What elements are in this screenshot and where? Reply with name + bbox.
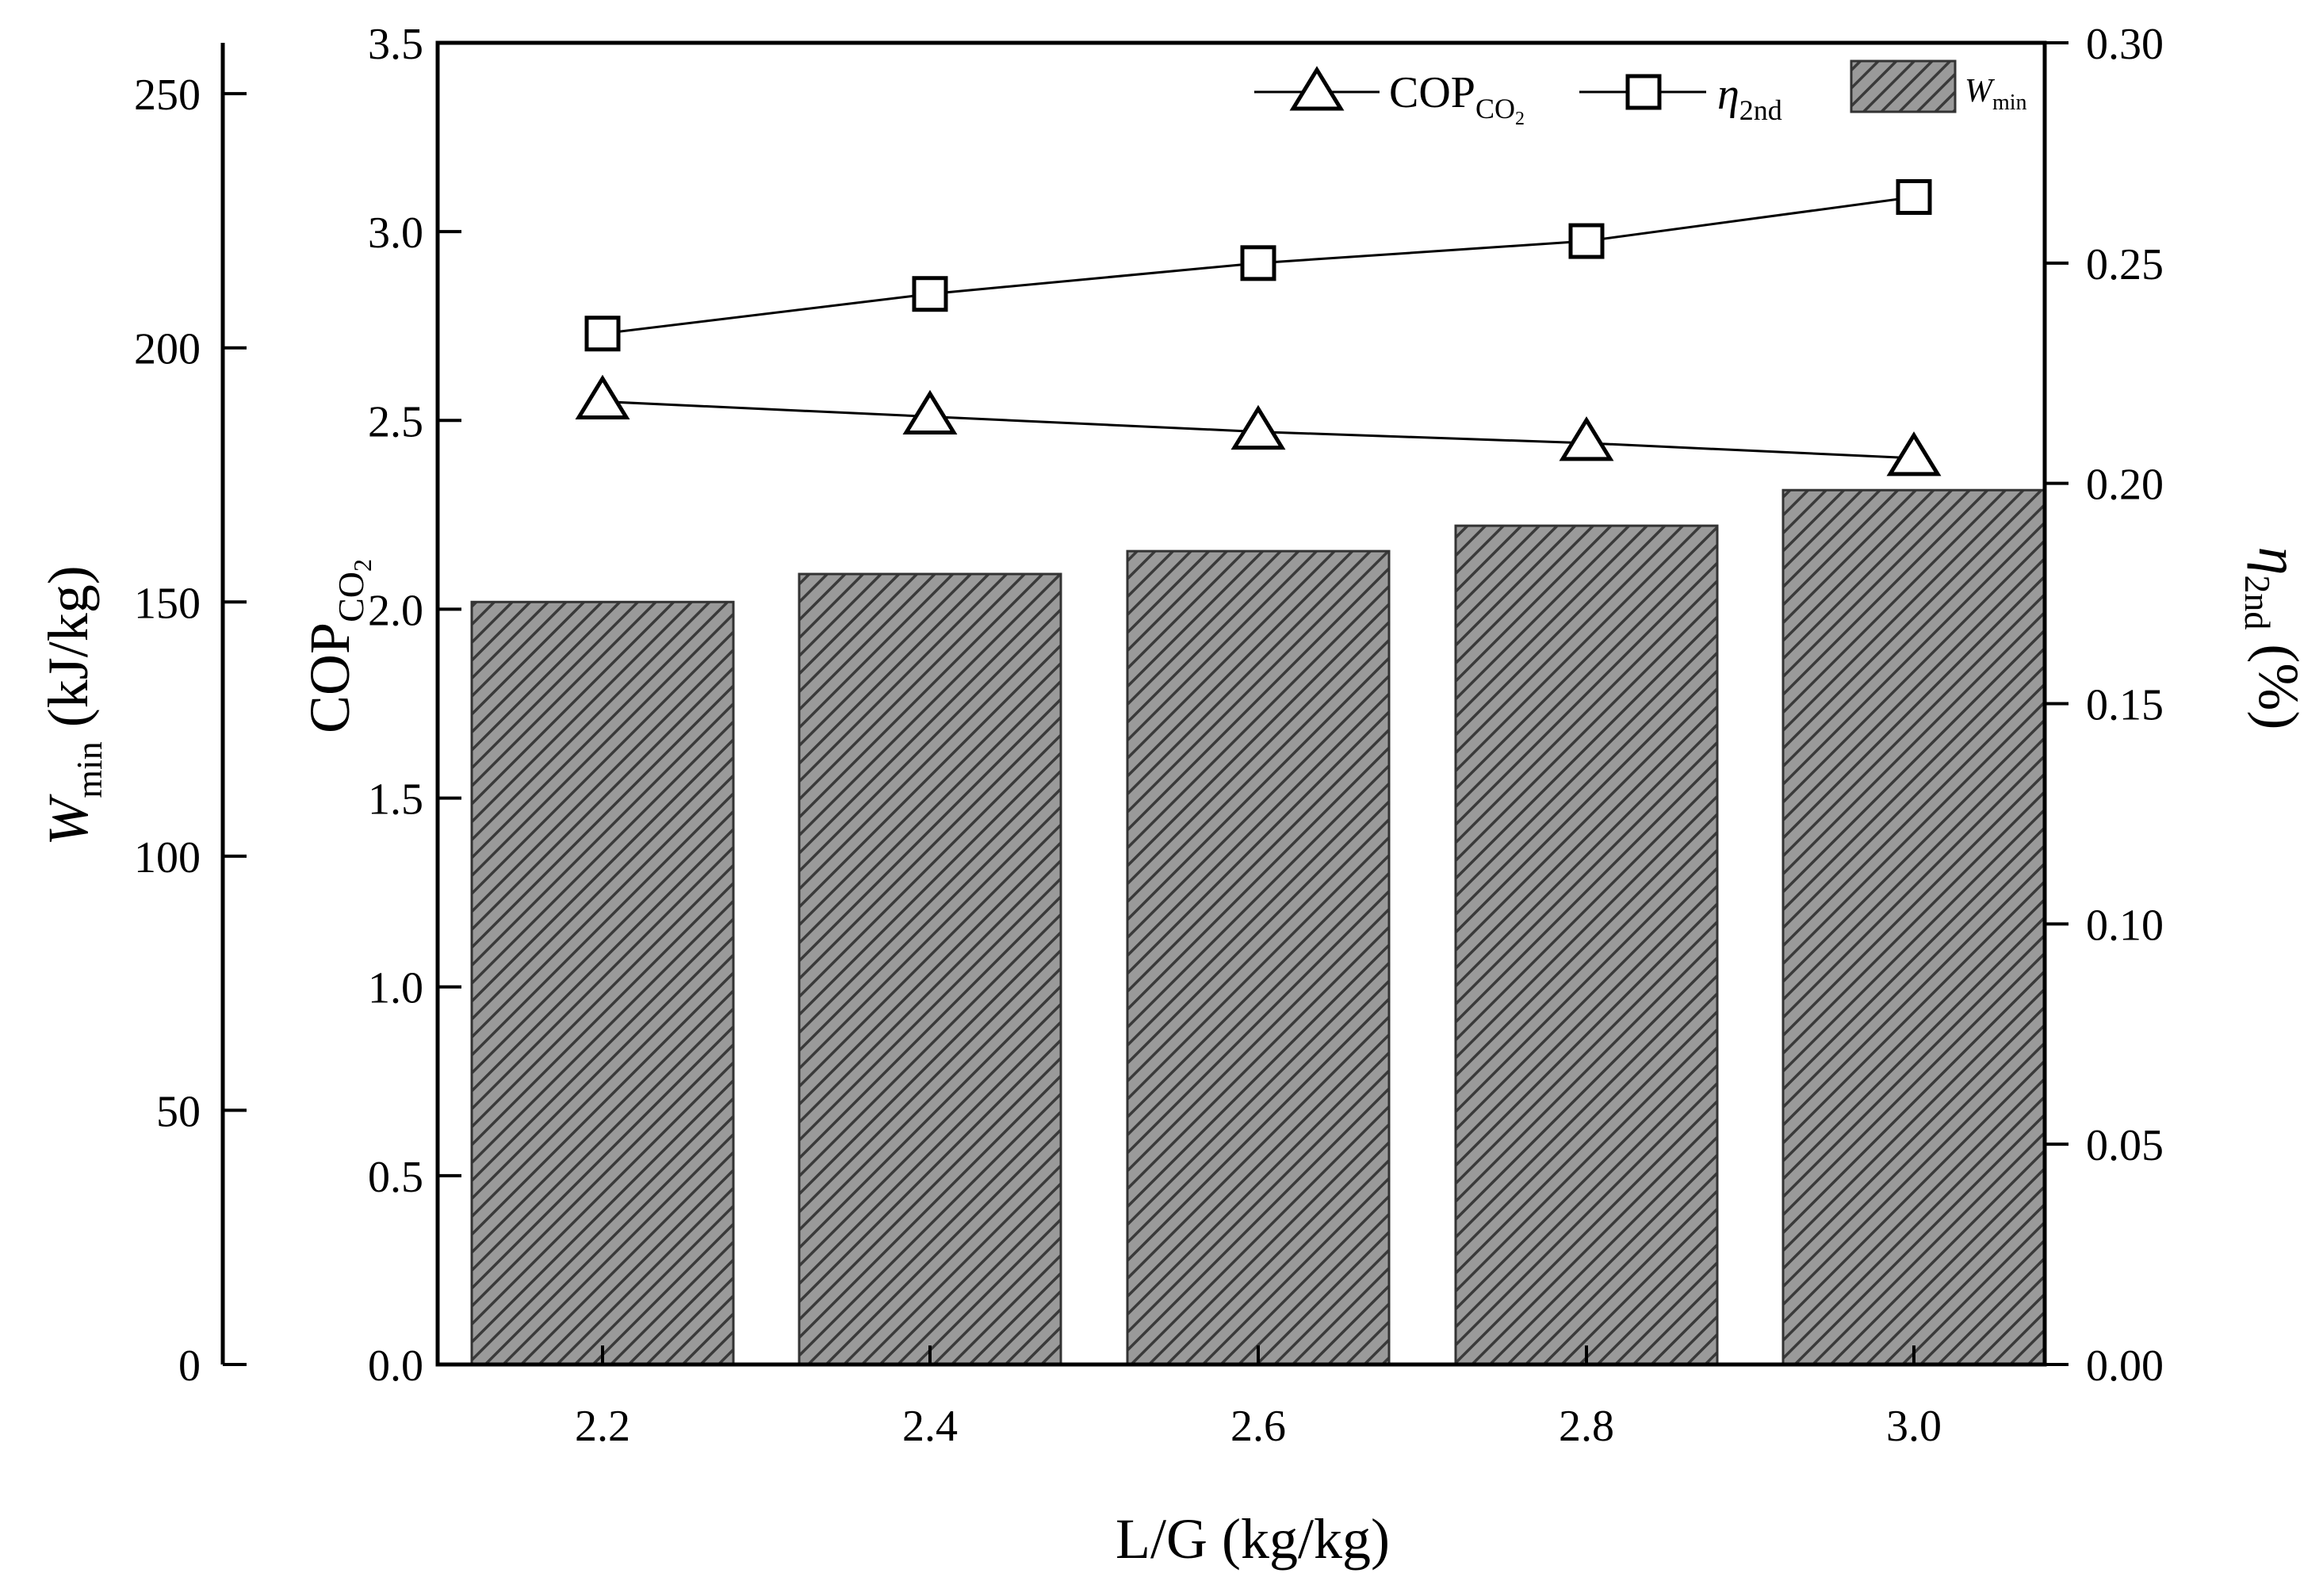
bar-wmin-2.2 — [470, 600, 735, 1366]
legend-wmin-subscript: min — [1992, 90, 2027, 115]
legend-swatch-wmin — [1850, 59, 1957, 113]
bar-wmin-2.8 — [1454, 524, 1719, 1366]
legend-label-wmin: Wmin — [1965, 73, 2027, 115]
cop-axis-label-sub2: 2 — [348, 559, 377, 572]
wmin-axis-label: Wmin (kJ/kg) — [36, 565, 109, 846]
point-cop-2.2 — [575, 374, 630, 419]
cop-axis-label-main: COP — [298, 622, 362, 733]
x-tick-label: 3.0 — [1886, 1402, 1942, 1451]
cop-tick-label: 2.0 — [368, 586, 423, 635]
x-tick-label: 2.2 — [575, 1402, 630, 1451]
x-tick-label: 2.8 — [1559, 1402, 1614, 1451]
cop-tick-label: 3.5 — [368, 20, 423, 69]
cop-tick-label: 1.0 — [368, 964, 423, 1013]
legend-eta-subscript: 2nd — [1739, 94, 1782, 126]
legend-cop-sub2: 2 — [1515, 109, 1525, 129]
wmin-axis-label-unit-space — [36, 727, 100, 741]
wmin-tick-label: 50 — [156, 1087, 201, 1136]
legend-eta-symbol: η — [1717, 70, 1739, 119]
eta-axis-label-subscript: 2nd — [2237, 575, 2278, 630]
legend-item-eta: η2nd — [1579, 70, 1782, 126]
line-series — [575, 178, 1942, 477]
wmin-tick-label: 100 — [134, 833, 201, 882]
wmin-tick-label: 150 — [134, 579, 201, 628]
point-cop-2.4 — [902, 389, 958, 435]
legend-wmin-symbol: W — [1965, 73, 1996, 109]
eta-tick-label: 0.25 — [2086, 240, 2164, 289]
legend: COPCO2 η2nd Wmin — [1254, 59, 2027, 129]
wmin-axis: 0 50 100 150 200 250 — [134, 43, 247, 1391]
x-axis-label: L/G (kg/kg) — [1116, 1507, 1390, 1571]
eta-tick-label: 0.30 — [2086, 20, 2164, 69]
point-eta-2.2 — [584, 316, 621, 352]
point-eta-2.8 — [1568, 223, 1605, 259]
x-tick-label: 2.6 — [1230, 1402, 1286, 1451]
eta-tick-label: 0.20 — [2086, 461, 2164, 510]
x-axis: 2.2 2.4 2.6 2.8 3.0 — [575, 1345, 1942, 1451]
legend-label-cop: COPCO2 — [1389, 68, 1525, 129]
eta-axis-label-unit: (%) — [2247, 644, 2310, 729]
cop-axis-label-sub1: CO — [331, 572, 371, 622]
point-cop-3.0 — [1886, 431, 1942, 477]
legend-label-eta: η2nd — [1717, 70, 1782, 126]
cop-tick-label: 0.5 — [368, 1153, 423, 1202]
wmin-axis-label-unit: (kJ/kg) — [36, 565, 100, 727]
eta-tick-label: 0.15 — [2086, 681, 2164, 730]
bar-wmin-3.0 — [1781, 488, 2046, 1366]
cop-tick-label: 1.5 — [368, 775, 423, 825]
point-eta-2.4 — [912, 276, 948, 312]
wmin-tick-label: 0 — [178, 1341, 201, 1391]
bar-wmin-2.4 — [798, 572, 1062, 1366]
cop-tick-label: 3.0 — [368, 209, 423, 258]
bar-wmin-2.6 — [1126, 549, 1391, 1366]
point-eta-3.0 — [1896, 178, 1932, 215]
wmin-axis-label-symbol: W — [36, 794, 100, 846]
cop-tick-label: 2.5 — [368, 397, 423, 446]
legend-item-cop: COPCO2 — [1254, 66, 1525, 129]
eta-axis-label-symbol: η — [2247, 547, 2310, 576]
legend-item-wmin: Wmin — [1850, 59, 2027, 115]
cop-axis-label: COPCO2 — [298, 559, 377, 733]
eta-tick-label: 0.00 — [2086, 1341, 2164, 1391]
point-cop-2.6 — [1230, 404, 1286, 450]
legend-marker-square — [1625, 74, 1662, 110]
eta-axis-label-unit-space — [2247, 630, 2310, 644]
point-eta-2.6 — [1240, 245, 1276, 281]
cop-axis: 0.0 0.5 1.0 1.5 2.0 2.5 3.0 3.5 — [368, 20, 461, 1391]
eta-tick-label: 0.05 — [2086, 1121, 2164, 1170]
legend-cop-sub1: CO — [1475, 93, 1515, 124]
point-cop-2.8 — [1559, 416, 1614, 461]
cop-tick-label: 0.0 — [368, 1341, 423, 1391]
x-tick-label: 2.4 — [902, 1402, 958, 1451]
eta-axis-label: η2nd (%) — [2237, 547, 2310, 730]
wmin-tick-label: 200 — [134, 325, 201, 374]
wmin-tick-label: 250 — [134, 71, 201, 120]
eta-tick-label: 0.10 — [2086, 901, 2164, 950]
legend-cop-main: COP — [1389, 68, 1475, 117]
legend-marker-triangle — [1289, 66, 1345, 111]
wmin-axis-label-subscript: min — [69, 741, 109, 798]
bar-series — [470, 488, 2046, 1366]
eta-axis: 0.00 0.05 0.10 0.15 0.20 0.25 0.30 — [2045, 20, 2164, 1391]
